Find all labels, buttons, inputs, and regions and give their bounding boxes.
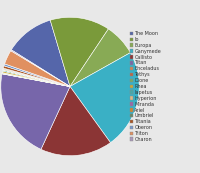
Wedge shape: [70, 29, 130, 86]
Wedge shape: [3, 70, 70, 86]
Wedge shape: [70, 53, 139, 143]
Wedge shape: [3, 66, 70, 86]
Wedge shape: [3, 70, 70, 86]
Wedge shape: [11, 20, 70, 86]
Wedge shape: [3, 69, 70, 86]
Wedge shape: [41, 86, 110, 156]
Wedge shape: [11, 50, 70, 86]
Wedge shape: [3, 70, 70, 86]
Wedge shape: [1, 74, 70, 149]
Legend: The Moon, Io, Europa, Ganymede, Callisto, Titan, Enceladus, Tethys, Dione, Rhea,: The Moon, Io, Europa, Ganymede, Callisto…: [130, 31, 161, 142]
Wedge shape: [5, 51, 70, 86]
Wedge shape: [50, 17, 108, 86]
Wedge shape: [2, 74, 70, 86]
Wedge shape: [2, 73, 70, 86]
Wedge shape: [2, 73, 70, 86]
Wedge shape: [3, 68, 70, 86]
Wedge shape: [4, 64, 70, 86]
Wedge shape: [2, 71, 70, 86]
